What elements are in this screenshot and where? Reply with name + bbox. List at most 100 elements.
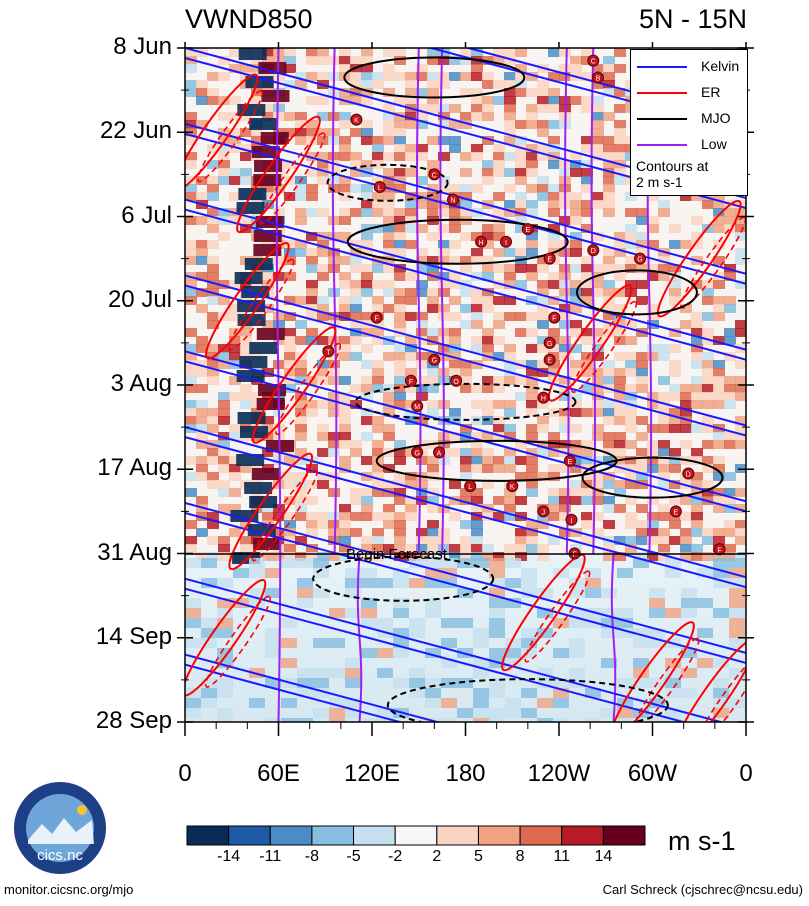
field-cell (297, 588, 313, 598)
field-cell (350, 168, 362, 177)
field-cell (617, 708, 633, 718)
field-cell (196, 416, 208, 425)
field-cell (548, 184, 560, 193)
field-cell (713, 568, 729, 578)
field-cell (427, 96, 439, 105)
field-cell (339, 184, 351, 193)
field-cell (394, 384, 406, 393)
field-cell (196, 88, 208, 97)
field-cell (471, 448, 483, 457)
field-cell (526, 528, 538, 537)
field-cell (350, 320, 362, 329)
field-cell (306, 168, 318, 177)
field-cell (592, 384, 604, 393)
field-cell (460, 424, 472, 433)
field-cell (691, 520, 703, 529)
field-cell (229, 504, 241, 513)
kelvin-contour (185, 436, 746, 589)
field-cell (394, 392, 406, 401)
field-cell (548, 368, 560, 377)
field-cell (625, 320, 637, 329)
field-cell (240, 536, 252, 545)
field-cell (471, 256, 483, 265)
mjo-contour (343, 56, 526, 99)
field-cell (729, 668, 745, 678)
field-cell (482, 80, 494, 89)
field-cell (647, 440, 659, 449)
field-cell (207, 216, 219, 225)
field-cell (328, 400, 340, 409)
field-cell (504, 152, 516, 161)
field-cell (471, 64, 483, 73)
field-cell (425, 558, 441, 568)
field-cell (427, 384, 439, 393)
field-cell (281, 698, 297, 708)
field-cell (585, 568, 601, 578)
field-cell (581, 360, 593, 369)
field-cell (570, 360, 582, 369)
field-cell (339, 528, 351, 537)
field-cell (493, 424, 505, 433)
field-cell (361, 288, 373, 297)
field-cell (295, 112, 307, 121)
field-cell (427, 496, 439, 505)
field-cell (345, 698, 361, 708)
field-cell (603, 320, 615, 329)
legend-label: MJO (701, 110, 731, 126)
field-cell (427, 520, 439, 529)
storm-letter: D (686, 471, 691, 478)
legend-note-line1: Contours at (636, 158, 709, 174)
field-cell (207, 360, 219, 369)
field-cell (361, 64, 373, 73)
field-cell (724, 352, 736, 361)
field-cell (361, 408, 373, 417)
field-cell (438, 152, 450, 161)
field-cell (218, 152, 230, 161)
field-cell (350, 264, 362, 273)
storm-marker: K (350, 113, 363, 126)
field-cell (281, 638, 297, 648)
field-cell (284, 472, 296, 481)
field-cell (713, 488, 725, 497)
field-cell (680, 304, 692, 313)
field-cell (548, 512, 560, 521)
field-cell (460, 448, 472, 457)
er-contour (204, 241, 290, 360)
field-cell (570, 344, 582, 353)
storm-marker: O (450, 374, 463, 387)
field-cell (306, 512, 318, 521)
field-cell (647, 192, 659, 201)
field-cell (482, 344, 494, 353)
field-cell (306, 408, 318, 417)
field-cell (504, 56, 516, 65)
field-cell (482, 376, 494, 385)
field-cell (284, 80, 296, 89)
field-cell (427, 160, 439, 169)
field-cell (339, 512, 351, 521)
field-cell (207, 272, 219, 281)
field-cell (185, 192, 197, 201)
field-cell (489, 558, 505, 568)
field-cell (553, 678, 569, 688)
field-cell (515, 208, 527, 217)
field-cell (553, 618, 569, 628)
field-cell (383, 240, 395, 249)
field-cell (553, 718, 569, 722)
field-cell (240, 328, 252, 337)
field-cell (482, 104, 494, 113)
field-cell (416, 152, 428, 161)
field-cell (735, 216, 746, 225)
field-cell (569, 618, 585, 628)
field-cell (724, 488, 736, 497)
field-cell (251, 280, 263, 289)
field-cell (265, 628, 281, 638)
legend-swatch (637, 92, 687, 94)
field-cell (405, 512, 417, 521)
field-cell (361, 200, 373, 209)
low-contour (439, 48, 445, 555)
kelvin-contour (185, 208, 746, 361)
field-cell (559, 344, 571, 353)
field-cell (581, 56, 593, 65)
field-cell (328, 376, 340, 385)
field-cell (218, 72, 230, 81)
